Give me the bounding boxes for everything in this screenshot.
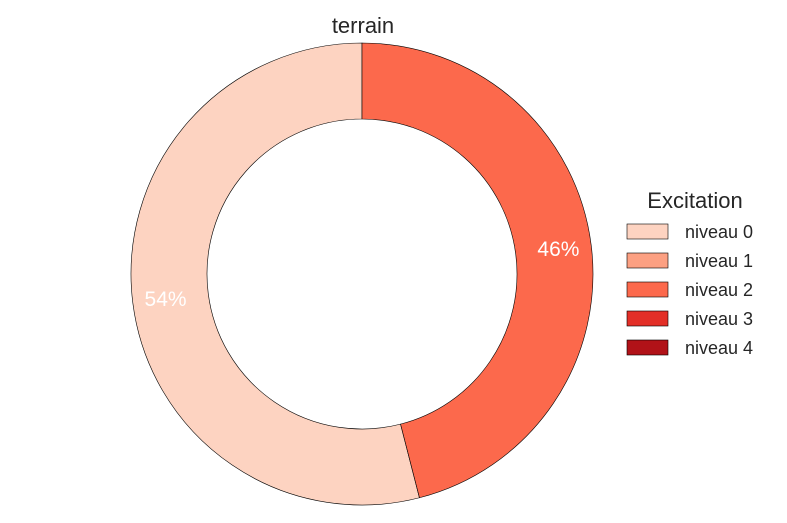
- legend-swatch: [626, 310, 669, 327]
- legend-item: niveau 4: [626, 338, 753, 358]
- slice-niveau-2: [361, 42, 594, 499]
- percent-label-niveau-2: 46%: [537, 238, 579, 261]
- legend-swatch: [626, 252, 669, 269]
- slice-niveau-0: [130, 42, 420, 506]
- legend: Excitation niveau 0 niveau 1 niveau 2 nivea…: [626, 188, 753, 358]
- legend-label: niveau 2: [685, 280, 753, 300]
- legend-swatch: [626, 339, 669, 356]
- legend-label: niveau 1: [685, 251, 753, 271]
- legend-item: niveau 2: [626, 280, 753, 300]
- legend-item: niveau 0: [626, 222, 753, 242]
- donut-slices: [130, 42, 594, 506]
- legend-swatch: [626, 223, 669, 240]
- percent-label-niveau-0: 54%: [145, 288, 187, 311]
- legend-swatch: [626, 281, 669, 298]
- legend-label: niveau 4: [685, 338, 753, 358]
- legend-label: niveau 3: [685, 309, 753, 329]
- chart-title: terrain: [332, 13, 394, 38]
- legend-item: niveau 3: [626, 309, 753, 329]
- legend-label: niveau 0: [685, 222, 753, 242]
- percent-labels: 54% 46%: [145, 238, 580, 311]
- legend-item: niveau 1: [626, 251, 753, 271]
- legend-title: Excitation: [647, 188, 742, 213]
